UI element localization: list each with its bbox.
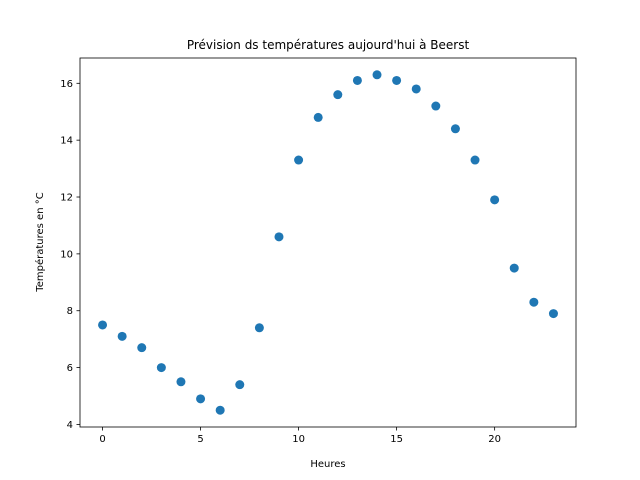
x-axis-ticks: 0 5 10 15 20: [99, 427, 501, 445]
data-point: [137, 343, 147, 353]
y-tick-label: 10: [60, 249, 73, 260]
data-point: [196, 394, 206, 404]
data-point: [215, 405, 225, 415]
x-tick-label: 5: [197, 434, 203, 445]
data-point: [235, 380, 245, 390]
y-axis-label: Températures en °C: [34, 192, 46, 292]
x-tick-label: 15: [390, 434, 403, 445]
chart-title: Prévision ds températures aujourd'hui à …: [187, 38, 470, 52]
data-point: [176, 377, 186, 387]
data-point: [156, 363, 166, 373]
data-point: [392, 75, 402, 85]
data-point: [470, 155, 480, 165]
y-axis-ticks: 4 6 8 10 12 14 16: [60, 79, 80, 431]
data-point: [352, 75, 362, 85]
data-point: [98, 320, 108, 330]
data-point: [490, 195, 500, 205]
data-point: [372, 70, 382, 80]
data-point: [529, 297, 539, 307]
x-tick-label: 20: [488, 434, 501, 445]
y-tick-label: 8: [67, 306, 73, 317]
y-tick-label: 16: [60, 79, 73, 90]
data-point: [313, 112, 323, 122]
plot-area: [79, 57, 577, 428]
y-tick-label: 6: [67, 363, 73, 374]
data-point: [294, 155, 304, 165]
data-point: [548, 309, 558, 319]
y-tick-label: 14: [60, 136, 73, 147]
x-axis-label: Heures: [310, 459, 345, 470]
x-tick-label: 0: [99, 434, 105, 445]
data-point: [411, 84, 421, 94]
data-point: [431, 101, 441, 111]
data-point: [274, 232, 284, 242]
data-point: [333, 90, 343, 100]
data-points: [98, 70, 558, 415]
data-point: [254, 323, 264, 333]
y-tick-label: 12: [60, 193, 73, 204]
x-tick-label: 10: [292, 434, 305, 445]
y-tick-label: 4: [67, 420, 73, 431]
data-point: [117, 331, 127, 341]
data-point: [450, 124, 460, 134]
data-point: [509, 263, 519, 273]
